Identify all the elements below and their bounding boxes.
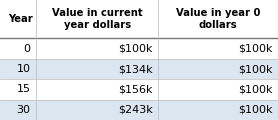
Text: 10: 10 xyxy=(17,64,31,74)
Text: Value in current
year dollars: Value in current year dollars xyxy=(52,8,143,30)
Bar xyxy=(0,100,278,120)
Text: $100k: $100k xyxy=(238,105,272,115)
Text: $100k: $100k xyxy=(118,44,153,54)
Text: $156k: $156k xyxy=(118,84,153,94)
Text: 15: 15 xyxy=(17,84,31,94)
Bar xyxy=(0,59,278,79)
Text: Year: Year xyxy=(8,14,33,24)
Text: Value in year 0
dollars: Value in year 0 dollars xyxy=(176,8,260,30)
Text: $134k: $134k xyxy=(118,64,153,74)
Bar xyxy=(0,79,278,100)
Text: 0: 0 xyxy=(24,44,31,54)
Bar xyxy=(0,0,278,38)
Text: $100k: $100k xyxy=(238,64,272,74)
Bar xyxy=(0,38,278,59)
Text: $100k: $100k xyxy=(238,44,272,54)
Text: $100k: $100k xyxy=(238,84,272,94)
Text: 30: 30 xyxy=(17,105,31,115)
Text: $243k: $243k xyxy=(118,105,153,115)
